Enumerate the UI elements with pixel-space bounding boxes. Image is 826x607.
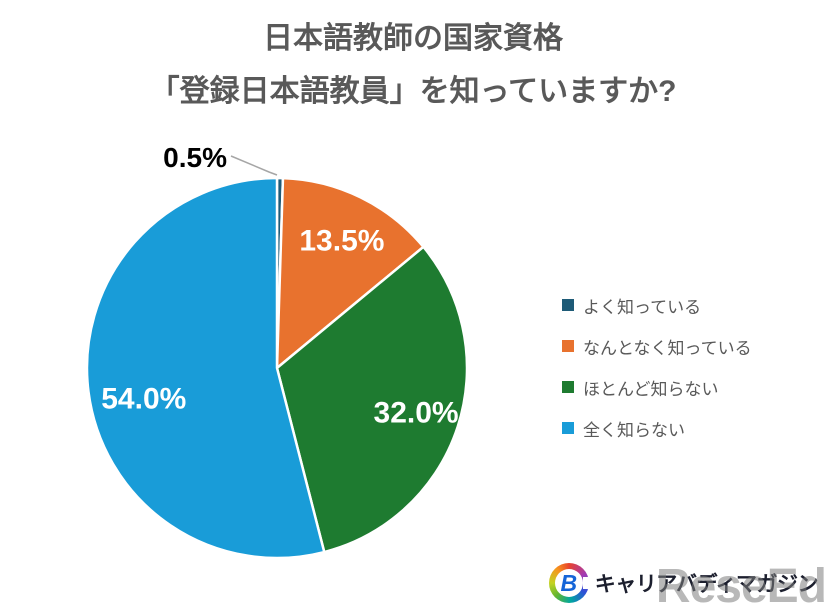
legend-label-1: よく知っている	[583, 297, 702, 317]
legend-swatch-3	[562, 381, 574, 393]
brand-logo-text: キャリアバディマガジン	[594, 573, 819, 596]
watermark: ReseEd	[655, 560, 826, 607]
pie-slice-4	[85, 176, 326, 560]
brand-logo-icon: B	[548, 563, 591, 603]
pie-slice-3	[275, 245, 469, 554]
logo-ring-gap	[582, 577, 591, 589]
legend-label-2: なんとなく知っている	[583, 338, 752, 358]
brand-footer: B キャリアバディマガジン	[548, 563, 819, 603]
chart-title: 日本語教師の国家資格 「登録日本語教員」を知っていますか?	[0, 12, 826, 118]
legend: よく知っているなんとなく知っている ほとんど知らない 全く知らない	[562, 294, 752, 440]
slice-label-3: 32.0%	[374, 397, 459, 430]
legend-item-4: 全く知らない	[562, 417, 752, 440]
legend-label-4: 全く知らない	[583, 420, 685, 440]
callout-line	[230, 155, 278, 176]
legend-item-3: ほとんど知らない	[562, 376, 752, 399]
slice-label-1: 0.5%	[163, 142, 227, 173]
logo-letter: B	[560, 569, 578, 596]
chart-title-line2: 「登録日本語教員」を知っていますか?	[149, 75, 677, 108]
slice-label-4: 54.0%	[101, 383, 186, 416]
legend-swatch-4	[562, 422, 574, 434]
legend-item-2: なんとなく知っている	[562, 335, 752, 358]
chart-title-line1: 日本語教師の国家資格	[263, 22, 563, 55]
legend-swatch-1	[562, 299, 574, 311]
legend-label-3: ほとんど知らない	[583, 379, 719, 399]
legend-swatch-2	[562, 340, 574, 352]
legend-item-1: よく知っている	[562, 294, 752, 317]
slice-label-2: 13.5%	[299, 225, 384, 258]
pie-slice-2	[275, 176, 426, 371]
